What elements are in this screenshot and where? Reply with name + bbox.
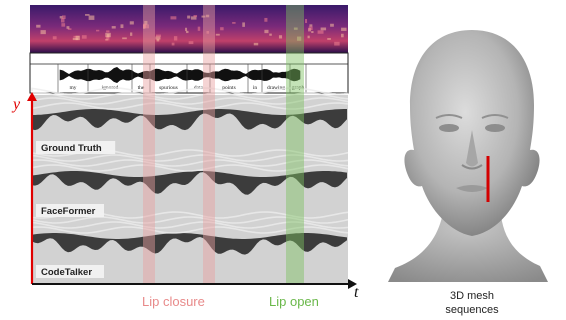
word-label: in: [253, 85, 258, 91]
right-eye: [485, 124, 505, 132]
track-label: CodeTalker: [41, 267, 92, 278]
lip-trajectory: [32, 109, 347, 131]
legend-lip-open: Lip open: [269, 294, 319, 309]
left-eye: [439, 124, 459, 132]
track-labels: Ground Truth FaceFormer CodeTalker: [36, 141, 116, 278]
mesh-caption-line2: sequences: [445, 304, 499, 316]
track-label: FaceFormer: [41, 206, 96, 217]
nose: [466, 130, 478, 167]
lip-motion-plot: [31, 87, 349, 283]
word-label: points: [222, 85, 235, 91]
neck: [388, 200, 548, 282]
mesh-caption-line1: 3D mesh: [450, 290, 494, 302]
legend-lip-closure: Lip closure: [142, 294, 205, 309]
face-mesh: [388, 30, 548, 282]
waveform-strip: my ignored the spurious data points in drawing g…: [29, 52, 349, 94]
legend: Lip closure Lip open: [142, 294, 319, 309]
t-axis-arrow: [348, 279, 357, 289]
spectrogram: [30, 5, 348, 53]
lip-open-band: [286, 5, 304, 285]
mouth: [456, 185, 488, 192]
word-label: spurious: [159, 85, 178, 91]
axes: y t: [11, 92, 359, 301]
y-axis-label: y: [11, 96, 21, 113]
highlight-bands: [143, 5, 304, 285]
track-label: Ground Truth: [41, 143, 102, 154]
y-axis-arrow: [27, 92, 37, 101]
word-label: my: [69, 85, 76, 91]
word-label: drawing: [267, 85, 285, 91]
lip-trajectory: [32, 171, 347, 195]
t-axis-label: t: [354, 284, 359, 301]
word-label: the: [138, 85, 145, 91]
lip-trajectory: [32, 233, 347, 255]
lip-closure-band: [203, 5, 215, 285]
lip-closure-band: [143, 5, 155, 285]
